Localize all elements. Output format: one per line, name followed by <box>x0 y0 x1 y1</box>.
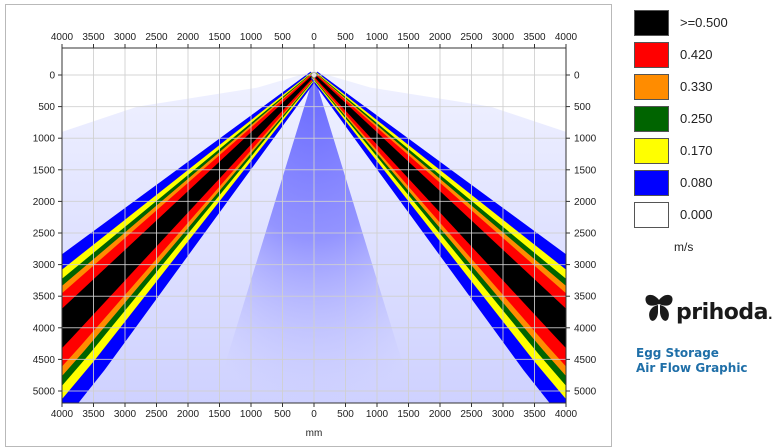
x-tick-label-bottom: 3000 <box>114 409 137 420</box>
x-tick-label-bottom: 1500 <box>397 409 420 420</box>
x-tick-label-top: 500 <box>337 32 354 43</box>
legend-swatch <box>634 42 669 68</box>
x-tick-label-top: 4000 <box>555 32 578 43</box>
x-tick-label-bottom: 2500 <box>145 409 168 420</box>
y-tick-label-right: 0 <box>574 71 580 82</box>
x-tick-label-bottom: 4000 <box>51 409 74 420</box>
legend-label: 0.250 <box>680 111 713 126</box>
y-tick-label-left: 2500 <box>33 229 56 240</box>
legend-label: 0.000 <box>680 207 713 222</box>
x-tick-label-bottom: 3000 <box>492 409 515 420</box>
x-tick-label-top: 1000 <box>366 32 389 43</box>
caption-line-1: Egg Storage <box>636 346 719 360</box>
legend-swatch <box>634 202 669 228</box>
x-tick-label-top: 2000 <box>429 32 452 43</box>
x-tick-label-top: 3000 <box>114 32 137 43</box>
x-tick-label-bottom: 2000 <box>177 409 200 420</box>
axis-layer: 4000 4000 3500 3500 3000 3000 2500 2500 2000 2000… <box>33 32 597 439</box>
y-tick-label-right: 5000 <box>574 387 597 398</box>
x-tick-label-top: 3500 <box>523 32 546 43</box>
y-tick-label-left: 1500 <box>33 165 56 176</box>
legend-label: 0.420 <box>680 47 713 62</box>
y-tick-label-right: 1500 <box>574 165 597 176</box>
y-tick-label-left: 3000 <box>33 260 56 271</box>
x-tick-label-bottom: 1000 <box>366 409 389 420</box>
y-tick-label-right: 2000 <box>574 197 597 208</box>
x-tick-label-bottom: 4000 <box>555 409 578 420</box>
y-tick-label-right: 500 <box>574 102 591 113</box>
legend-label: 0.330 <box>680 79 713 94</box>
y-tick-label-right: 4000 <box>574 323 597 334</box>
legend-item: 0.250 <box>634 106 779 132</box>
legend-label: >=0.500 <box>680 15 728 30</box>
x-tick-label-bottom: 1500 <box>208 409 231 420</box>
caption-line-2: Air Flow Graphic <box>636 361 748 375</box>
plot-area <box>62 48 566 403</box>
x-tick-label-bottom: 2000 <box>429 409 452 420</box>
x-tick-label-top: 1500 <box>397 32 420 43</box>
x-tick-label-top: 3500 <box>82 32 105 43</box>
x-tick-label-top: 1500 <box>208 32 231 43</box>
x-tick-label-bottom: 500 <box>337 409 354 420</box>
grid-layer <box>62 48 566 403</box>
x-tick-label-top: 2500 <box>145 32 168 43</box>
y-tick-label-left: 4500 <box>33 355 56 366</box>
legend-unit: m/s <box>674 240 694 254</box>
y-tick-label-right: 2500 <box>574 229 597 240</box>
x-tick-label-top: 500 <box>274 32 291 43</box>
legend-swatch <box>634 106 669 132</box>
x-tick-label-bottom: 500 <box>274 409 291 420</box>
legend-item: 0.080 <box>634 170 779 196</box>
legend-label: 0.170 <box>680 143 713 158</box>
legend-swatch <box>634 170 669 196</box>
y-tick-label-right: 4500 <box>574 355 597 366</box>
legend-swatch <box>634 10 669 36</box>
y-tick-label-right: 3500 <box>574 292 597 303</box>
x-tick-label-top: 2500 <box>460 32 483 43</box>
x-tick-label-top: 2000 <box>177 32 200 43</box>
legend-item: 0.330 <box>634 74 779 100</box>
y-tick-label-left: 1000 <box>33 134 56 145</box>
legend-swatch <box>634 74 669 100</box>
y-tick-label-left: 2000 <box>33 197 56 208</box>
airflow-chart: 4000 4000 3500 3500 3000 3000 2500 2500 2000 2000… <box>33 32 597 439</box>
x-tick-label-top: 0 <box>311 32 317 43</box>
brand-trademark: . <box>768 308 773 322</box>
x-tick-label-top: 3000 <box>492 32 515 43</box>
x-tick-label-bottom: 3500 <box>82 409 105 420</box>
x-tick-label-top: 4000 <box>51 32 74 43</box>
y-tick-label-left: 5000 <box>33 387 56 398</box>
legend-item: 0.000 <box>634 202 779 228</box>
x-tick-label-bottom: 2500 <box>460 409 483 420</box>
x-axis-label: mm <box>306 428 323 439</box>
x-tick-label-top: 1000 <box>240 32 263 43</box>
y-tick-label-left: 4000 <box>33 323 56 334</box>
y-tick-label-left: 3500 <box>33 292 56 303</box>
legend-item: >=0.500 <box>634 10 779 36</box>
legend-swatch <box>634 138 669 164</box>
legend-item: 0.170 <box>634 138 779 164</box>
legend-label: 0.080 <box>680 175 713 190</box>
y-tick-label-left: 0 <box>49 71 55 82</box>
y-tick-label-left: 500 <box>38 102 55 113</box>
x-tick-label-bottom: 3500 <box>523 409 546 420</box>
caption: Egg Storage Air Flow Graphic <box>636 346 748 376</box>
y-tick-label-right: 1000 <box>574 134 597 145</box>
legend-item: 0.420 <box>634 42 779 68</box>
brand-logo-icon <box>645 294 673 321</box>
y-tick-label-right: 3000 <box>574 260 597 271</box>
brand-name: prihoda. <box>676 300 773 325</box>
x-tick-label-bottom: 1000 <box>240 409 263 420</box>
x-tick-label-bottom: 0 <box>311 409 317 420</box>
